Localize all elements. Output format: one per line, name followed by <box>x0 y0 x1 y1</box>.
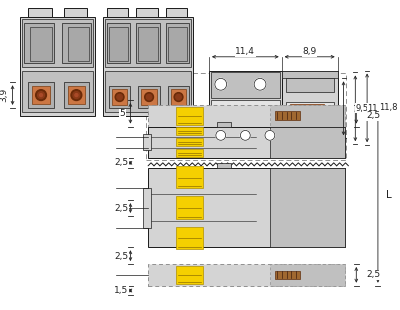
Bar <box>143 134 151 150</box>
Bar <box>286 78 334 92</box>
Bar <box>64 8 87 17</box>
Circle shape <box>145 93 154 101</box>
Bar <box>148 126 344 158</box>
Bar <box>209 71 282 145</box>
Circle shape <box>215 78 227 90</box>
Bar <box>109 27 128 61</box>
Bar <box>64 82 89 108</box>
Bar <box>136 8 158 17</box>
Bar <box>176 107 203 125</box>
Bar <box>107 8 128 17</box>
Bar <box>176 127 203 135</box>
Bar <box>68 27 89 61</box>
Bar <box>109 86 130 108</box>
Bar <box>275 271 300 279</box>
Bar <box>107 23 130 63</box>
Bar <box>211 73 280 98</box>
Circle shape <box>254 78 266 90</box>
Bar <box>176 227 203 249</box>
Bar <box>176 149 203 157</box>
Text: 11,8: 11,8 <box>379 103 397 112</box>
Text: L: L <box>386 190 392 200</box>
Bar <box>282 71 338 78</box>
Text: 11,4: 11,4 <box>235 47 255 56</box>
Circle shape <box>115 93 124 101</box>
Bar <box>211 133 223 143</box>
Bar <box>176 196 203 219</box>
Bar <box>148 168 344 247</box>
Bar <box>30 27 52 61</box>
Bar <box>176 138 203 146</box>
Bar <box>24 23 54 63</box>
Circle shape <box>240 131 250 140</box>
Bar <box>22 71 93 112</box>
Bar <box>105 71 191 112</box>
Bar <box>166 8 187 17</box>
Bar <box>270 168 344 247</box>
Text: 2,5: 2,5 <box>366 111 380 120</box>
Text: 1,5: 1,5 <box>114 286 129 295</box>
Circle shape <box>174 93 183 101</box>
Bar <box>176 166 203 188</box>
Bar <box>105 20 191 67</box>
Bar <box>138 86 160 108</box>
Circle shape <box>146 94 152 100</box>
Circle shape <box>75 94 78 96</box>
Bar <box>148 264 344 286</box>
Bar <box>138 27 158 61</box>
Text: 5: 5 <box>120 109 126 118</box>
Circle shape <box>176 94 181 100</box>
Bar <box>168 86 189 108</box>
Bar <box>270 126 344 158</box>
Text: 8,9: 8,9 <box>302 47 317 56</box>
Circle shape <box>36 90 46 100</box>
Bar <box>32 86 50 104</box>
Bar <box>112 89 128 105</box>
Bar <box>62 23 91 63</box>
Circle shape <box>38 92 44 99</box>
Bar <box>136 23 160 63</box>
Bar <box>211 100 280 126</box>
Bar <box>217 163 230 168</box>
Bar <box>176 266 203 284</box>
Text: 2,5: 2,5 <box>114 204 129 213</box>
Bar <box>28 82 54 108</box>
Circle shape <box>216 131 226 140</box>
Bar <box>217 122 230 126</box>
Text: 2,5: 2,5 <box>366 270 380 279</box>
Bar <box>168 27 187 61</box>
Circle shape <box>71 90 82 100</box>
Bar <box>28 8 52 17</box>
Bar <box>166 23 189 63</box>
Bar <box>286 102 334 114</box>
Text: 11,3: 11,3 <box>367 104 386 113</box>
Circle shape <box>117 94 122 100</box>
Bar <box>146 73 346 160</box>
Bar <box>20 17 95 116</box>
Text: 3,9: 3,9 <box>0 88 8 102</box>
Bar <box>103 17 193 116</box>
Circle shape <box>40 94 42 96</box>
Bar <box>148 105 344 126</box>
Bar <box>143 188 151 228</box>
Text: 2,5: 2,5 <box>114 252 129 261</box>
Bar <box>275 111 300 120</box>
Circle shape <box>73 92 80 99</box>
Text: 9,5: 9,5 <box>355 104 368 113</box>
Bar <box>141 89 157 105</box>
Text: 2,5: 2,5 <box>114 158 129 167</box>
Bar <box>22 20 93 67</box>
Bar <box>290 104 324 112</box>
Bar <box>209 131 225 145</box>
Bar <box>282 71 338 145</box>
Bar <box>68 86 85 104</box>
Bar <box>270 264 344 286</box>
Circle shape <box>265 131 275 140</box>
Bar <box>270 105 344 126</box>
Bar <box>171 89 186 105</box>
